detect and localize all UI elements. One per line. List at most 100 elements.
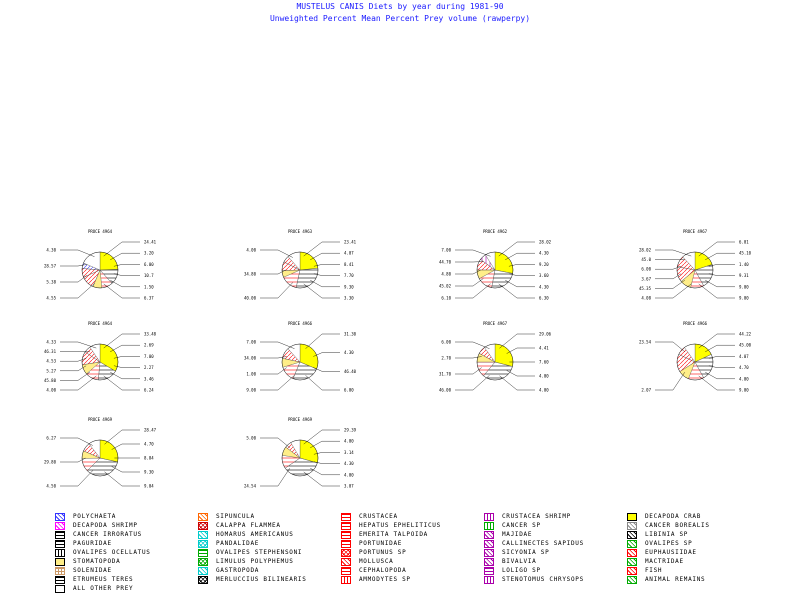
slice-value: 1.40 [739,262,749,267]
slice-value: 34.80 [244,272,257,277]
leader-line [698,333,735,349]
leader-line [505,280,535,287]
slice-value: 46.31 [44,349,57,354]
slice-value: 4.00 [539,388,549,393]
slice-value: 2.27 [144,365,154,370]
slice-value: 44.70 [439,260,452,265]
slice-value: 9.00 [739,284,749,289]
slice-value: 9.30 [144,470,154,475]
slice-value: 4.55 [46,296,56,301]
slice-value: 6.10 [441,296,451,301]
slice-value: 7.00 [144,354,154,359]
leader-line [110,345,140,352]
leader-line [60,283,95,299]
slice-value: 45.80 [44,378,57,383]
leader-line [313,452,340,455]
leader-line [60,457,86,463]
slice-value: 28.47 [144,428,157,433]
slice-value: 7.60 [539,360,549,365]
leader-line [698,283,735,299]
slice-value: 5.27 [46,368,56,373]
pie-slice-decapoda-crab [299,251,319,271]
slice-value: 40.00 [244,296,257,301]
slice-value: 29.06 [539,332,552,337]
slice-value: 29.80 [44,460,57,465]
pie-label: PROCE 4964 [88,321,113,326]
pie-chart: PROCE 4966 31.30 4.30 46.40 6.00 7.00 34.00 1.0… [244,321,357,393]
slice-value: 6.00 [344,388,354,393]
slice-value: 4.33 [46,340,56,345]
slice-value: 6.27 [46,436,56,441]
slice-value: 6.24 [144,388,154,393]
leader-line [60,249,95,257]
slice-value: 46.40 [344,369,357,374]
slice-value: 6.00 [144,262,154,267]
leader-line [103,375,140,391]
leader-line [305,333,340,349]
leader-line [113,365,140,368]
leader-line [60,275,87,283]
leader-line [260,282,293,299]
pie-slice-cancer-irroratus [491,269,513,289]
slice-value: 31.70 [439,372,452,377]
pie-slice-decapoda-crab [99,251,119,271]
pie-chart: PROCE 4966 44.22 45.00 4.07 4.70 4.00 9.00 23.5… [639,321,752,393]
slice-value: 5.38 [46,280,56,285]
leader-line [508,264,535,267]
leader-line [499,333,535,349]
leader-line [303,241,340,257]
slice-value: 5.00 [246,436,256,441]
slice-value: 4.53 [46,359,56,364]
leader-line [113,273,140,276]
leader-line [60,470,93,487]
pie-label: PROCE 4966 [288,321,313,326]
pie-outline [476,251,514,289]
leader-line [313,461,340,464]
leader-line [260,341,295,349]
leader-line [260,367,287,375]
pie-label: PROCE 4964 [88,229,113,234]
leader-line [310,252,340,260]
slice-value: 10.7 [144,273,154,278]
leader-line [110,280,140,287]
slice-value: 1.00 [246,372,256,377]
slice-value: 9.04 [144,484,154,489]
pie-outline [281,251,319,289]
leader-line [508,273,535,276]
leader-line [505,252,535,260]
slice-value: 4.30 [539,284,549,289]
slice-value: 4.70 [144,442,154,447]
slice-value: 6.00 [441,340,451,345]
leader-line [455,367,482,375]
slice-value: 44.22 [739,332,752,337]
leader-line [60,372,90,381]
slice-value: 1.50 [144,284,154,289]
leader-line [103,283,140,299]
chart-titles: MUSTELUS CANIS Diets by year during 1981… [0,0,800,25]
leader-line [60,365,87,371]
slice-value: 28.57 [44,264,57,269]
slice-value: 29.39 [344,428,357,433]
leader-line [705,345,735,352]
leader-line [113,356,140,359]
leader-line [110,252,140,260]
slice-value: 9.31 [739,273,749,278]
pie-chart: PROCE 4962 28.02 4.30 9.20 3.60 4.30 6.30 7.00 4… [439,229,552,301]
leader-line [708,264,735,267]
pie-chart: PROCE 4967 6.01 45.10 1.40 9.31 9.00 9.00 28.02… [639,229,752,301]
leader-line [655,273,682,279]
leader-line [708,365,735,368]
slice-value: 45.35 [639,286,652,291]
slice-value: 8.84 [144,456,154,461]
slice-value: 28.02 [639,248,652,253]
slice-value: 45.00 [739,343,752,348]
leader-line [455,283,491,299]
slice-value: 6.01 [739,240,749,245]
leader-line [260,356,287,359]
slice-value: 4.30 [539,251,549,256]
leader-line [305,375,340,391]
leader-line [111,443,140,450]
pie-outline [281,439,319,477]
slice-value: 46.00 [439,388,452,393]
